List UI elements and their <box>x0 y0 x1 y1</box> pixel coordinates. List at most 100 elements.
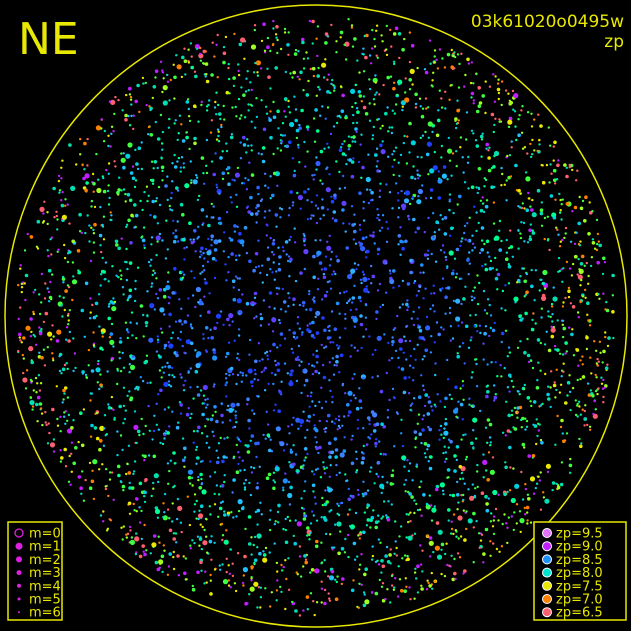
star-dot <box>561 432 564 435</box>
star-dot <box>360 246 366 252</box>
zp-symbol <box>542 541 552 552</box>
star-dot <box>160 554 165 559</box>
star-dot <box>362 591 366 594</box>
star-dot <box>371 137 374 141</box>
star-dot <box>236 298 242 304</box>
star-dot <box>166 248 169 251</box>
star-dot <box>77 270 82 275</box>
star-dot <box>482 289 486 293</box>
star-dot <box>484 204 489 209</box>
star-dot <box>136 429 141 434</box>
star-dot <box>403 458 406 461</box>
star-dot <box>363 511 366 514</box>
star-dot <box>423 355 426 358</box>
star-dot <box>107 162 111 165</box>
star-dot <box>248 338 252 342</box>
star-dot <box>579 284 582 287</box>
star-dot <box>107 144 110 148</box>
star-dot <box>140 167 144 171</box>
star-dot <box>215 138 219 141</box>
star-dot <box>206 403 209 406</box>
star-dot <box>492 165 496 169</box>
star-dot <box>512 385 515 388</box>
star-dot <box>356 488 360 492</box>
star-dot <box>135 532 138 535</box>
star-dot <box>56 329 62 335</box>
star-dot <box>207 336 210 340</box>
star-dot <box>378 195 381 199</box>
star-dot <box>123 417 127 421</box>
star-dot <box>125 225 128 229</box>
star-dot <box>549 144 552 147</box>
star-dot <box>346 479 349 482</box>
star-dot <box>331 273 334 276</box>
star-dot <box>74 280 77 283</box>
star-dot <box>338 148 343 152</box>
star-dot <box>156 516 160 519</box>
star-dot <box>172 219 175 222</box>
star-dot <box>567 286 571 290</box>
star-dot <box>351 377 354 380</box>
star-dot <box>232 76 236 80</box>
star-dot <box>473 246 477 249</box>
star-dot <box>451 337 455 340</box>
star-dot <box>286 259 290 263</box>
star-dot <box>218 564 221 567</box>
star-dot <box>486 363 489 366</box>
star-dot <box>478 101 483 105</box>
star-dot <box>170 336 173 340</box>
star-dot <box>125 153 131 159</box>
star-dot <box>284 528 288 532</box>
star-dot <box>420 374 423 377</box>
star-dot <box>153 272 157 275</box>
star-dot <box>186 314 190 317</box>
star-dot <box>439 249 443 252</box>
star-dot <box>244 226 247 230</box>
magnitude-label: m=4 <box>29 579 61 594</box>
star-dot <box>23 282 26 285</box>
star-dot <box>257 152 260 155</box>
star-dot <box>245 301 250 306</box>
star-dot <box>471 234 474 237</box>
star-dot <box>262 553 267 557</box>
star-dot <box>376 160 379 163</box>
star-dot <box>412 165 415 168</box>
star-dot <box>128 481 131 485</box>
star-dot <box>330 310 334 313</box>
star-dot <box>150 285 153 288</box>
star-dot <box>604 308 607 311</box>
star-dot <box>479 409 482 413</box>
star-dot <box>513 406 517 410</box>
star-dot <box>168 528 173 533</box>
star-dot <box>289 257 293 262</box>
star-dot <box>373 242 376 245</box>
star-dot <box>314 468 318 471</box>
star-dot <box>223 474 226 477</box>
star-dot <box>554 396 557 399</box>
star-dot <box>531 138 534 142</box>
star-dot <box>95 125 101 131</box>
star-dot <box>437 170 440 173</box>
star-dot <box>323 601 327 606</box>
star-dot <box>111 306 117 312</box>
star-dot <box>437 529 443 535</box>
star-dot <box>204 281 208 285</box>
star-dot <box>200 253 203 256</box>
star-dot <box>408 88 412 91</box>
star-dot <box>463 482 466 485</box>
star-dot <box>313 173 316 177</box>
star-dot <box>329 91 332 95</box>
star-dot <box>409 270 413 275</box>
star-dot <box>443 251 446 254</box>
star-dot <box>148 105 151 108</box>
star-dot <box>500 80 504 83</box>
star-dot <box>348 410 352 414</box>
star-dot <box>375 422 380 427</box>
star-dot <box>309 67 312 71</box>
star-dot <box>268 518 272 521</box>
star-dot <box>292 416 295 419</box>
star-dot <box>436 554 443 560</box>
star-dot <box>282 478 288 484</box>
star-dot <box>276 362 281 366</box>
star-dot <box>272 115 277 120</box>
